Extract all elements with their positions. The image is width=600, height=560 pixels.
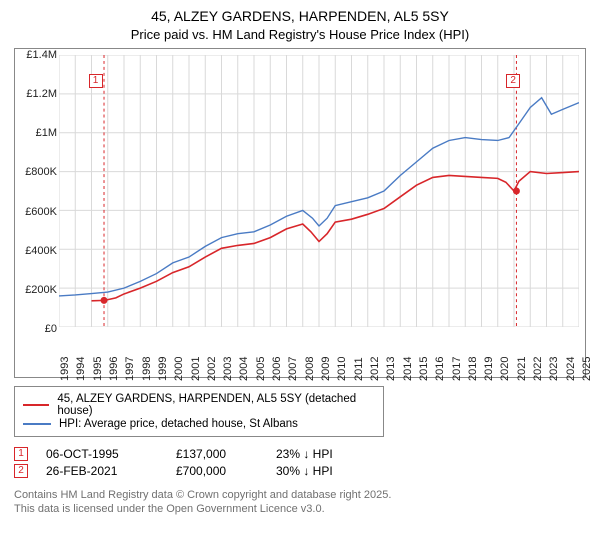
legend-label: 45, ALZEY GARDENS, HARPENDEN, AL5 5SY (d…	[57, 393, 375, 417]
y-tick-label: £1M	[15, 127, 57, 139]
legend-swatch	[23, 404, 49, 406]
transaction-delta: 30% ↓ HPI	[276, 464, 376, 478]
footer: Contains HM Land Registry data © Crown c…	[14, 488, 586, 517]
transaction-date: 06-OCT-1995	[46, 447, 176, 461]
transaction-marker: 1	[14, 447, 28, 461]
y-tick-label: £800K	[15, 166, 57, 178]
x-tick-label: 2009	[320, 357, 332, 381]
x-tick-label: 2005	[255, 357, 267, 381]
x-tick-label: 1997	[124, 357, 136, 381]
transaction-date: 26-FEB-2021	[46, 464, 176, 478]
x-tick-label: 2001	[190, 357, 202, 381]
x-tick-label: 2000	[173, 357, 185, 381]
x-tick-label: 2014	[402, 357, 414, 381]
transaction-marker: 1	[89, 74, 103, 88]
footer-line: This data is licensed under the Open Gov…	[14, 502, 586, 516]
x-tick-label: 2025	[581, 357, 593, 381]
x-tick-label: 2023	[548, 357, 560, 381]
y-tick-label: £600K	[15, 206, 57, 218]
x-tick-label: 2010	[336, 357, 348, 381]
page-title: 45, ALZEY GARDENS, HARPENDEN, AL5 5SY	[14, 8, 586, 24]
transaction-price: £700,000	[176, 464, 276, 478]
x-tick-label: 2004	[238, 357, 250, 381]
x-tick-label: 2006	[271, 357, 283, 381]
transaction-marker: 2	[506, 74, 520, 88]
x-tick-label: 1995	[92, 357, 104, 381]
x-tick-label: 2017	[451, 357, 463, 381]
x-tick-label: 2002	[206, 357, 218, 381]
transaction-marker: 2	[14, 464, 28, 478]
y-tick-label: £1.2M	[15, 88, 57, 100]
x-tick-label: 2018	[467, 357, 479, 381]
y-tick-label: £1.4M	[15, 49, 57, 61]
legend-item: HPI: Average price, detached house, St A…	[23, 418, 375, 430]
x-tick-label: 1998	[141, 357, 153, 381]
x-tick-label: 2012	[369, 357, 381, 381]
legend: 45, ALZEY GARDENS, HARPENDEN, AL5 5SY (d…	[14, 386, 384, 437]
x-tick-label: 2021	[516, 357, 528, 381]
x-tick-label: 2011	[353, 357, 365, 381]
x-tick-label: 2019	[483, 357, 495, 381]
transaction-table: 1 06-OCT-1995 £137,000 23% ↓ HPI 2 26-FEB…	[14, 447, 586, 478]
x-tick-label: 2008	[304, 357, 316, 381]
x-tick-label: 2013	[385, 357, 397, 381]
x-tick-label: 2015	[418, 357, 430, 381]
transaction-delta: 23% ↓ HPI	[276, 447, 376, 461]
x-tick-label: 1999	[157, 357, 169, 381]
footer-line: Contains HM Land Registry data © Crown c…	[14, 488, 586, 502]
x-tick-label: 2007	[287, 357, 299, 381]
legend-swatch	[23, 423, 51, 425]
y-tick-label: £0	[15, 323, 57, 335]
x-tick-label: 2003	[222, 357, 234, 381]
page-subtitle: Price paid vs. HM Land Registry's House …	[14, 27, 586, 42]
x-tick-label: 1993	[59, 357, 71, 381]
legend-item: 45, ALZEY GARDENS, HARPENDEN, AL5 5SY (d…	[23, 393, 375, 417]
x-tick-label: 2024	[565, 357, 577, 381]
x-tick-label: 1996	[108, 357, 120, 381]
x-tick-label: 2020	[499, 357, 511, 381]
legend-label: HPI: Average price, detached house, St A…	[59, 418, 298, 430]
x-tick-label: 2016	[434, 357, 446, 381]
transaction-price: £137,000	[176, 447, 276, 461]
x-tick-label: 2022	[532, 357, 544, 381]
y-tick-label: £400K	[15, 245, 57, 257]
transaction-row: 1 06-OCT-1995 £137,000 23% ↓ HPI	[14, 447, 586, 461]
transaction-row: 2 26-FEB-2021 £700,000 30% ↓ HPI	[14, 464, 586, 478]
price-chart: £0 £200K £400K £600K £800K £1M £1.2M £1.4M 1993…	[14, 48, 586, 378]
x-tick-label: 1994	[75, 357, 87, 381]
y-tick-label: £200K	[15, 284, 57, 296]
